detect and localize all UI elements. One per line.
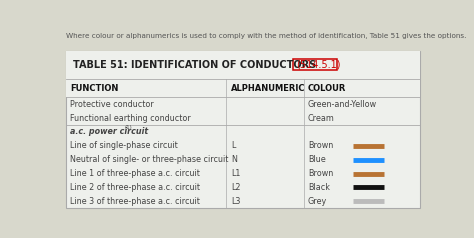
Text: Brown: Brown [308,169,333,178]
Text: Functional earthing conductor: Functional earthing conductor [70,114,191,123]
Text: COLOUR: COLOUR [308,84,346,93]
Text: Brown: Brown [308,141,333,150]
Bar [293,59,337,70]
Text: ALPHANUMERIC: ALPHANUMERIC [231,84,305,93]
Bar [66,79,420,97]
Text: Cream: Cream [308,114,335,123]
Text: Grey: Grey [308,197,327,206]
Text: Line 3 of three-phase a.c. circuit: Line 3 of three-phase a.c. circuit [70,197,200,206]
Text: L2: L2 [231,183,240,192]
Text: Line 1 of three-phase a.c. circuit: Line 1 of three-phase a.c. circuit [70,169,200,178]
Text: N: N [231,155,237,164]
Text: FUNCTION: FUNCTION [70,84,118,93]
Text: Protective conductor: Protective conductor [70,100,154,109]
Text: L3: L3 [231,197,240,206]
Text: L: L [231,141,235,150]
Text: Line of single-phase circuit: Line of single-phase circuit [70,141,178,150]
Text: Where colour or alphanumerics is used to comply with the method of identificatio: Where colour or alphanumerics is used to… [66,33,466,39]
Text: (1): (1) [125,125,132,130]
Bar [66,50,420,79]
Text: a.c. power circuit: a.c. power circuit [70,127,148,136]
Text: TABLE 51: IDENTIFICATION OF CONDUCTORS: TABLE 51: IDENTIFICATION OF CONDUCTORS [73,60,320,70]
Text: L1: L1 [231,169,240,178]
Text: Blue: Blue [308,155,326,164]
Text: Green-and-Yellow: Green-and-Yellow [308,100,377,109]
Bar [66,50,420,208]
Text: Line 2 of three-phase a.c. circuit: Line 2 of three-phase a.c. circuit [70,183,201,192]
Text: Black: Black [308,183,330,192]
Text: Neutral of single- or three-phase circuit: Neutral of single- or three-phase circui… [70,155,228,164]
Text: (514.5.1): (514.5.1) [296,60,341,70]
